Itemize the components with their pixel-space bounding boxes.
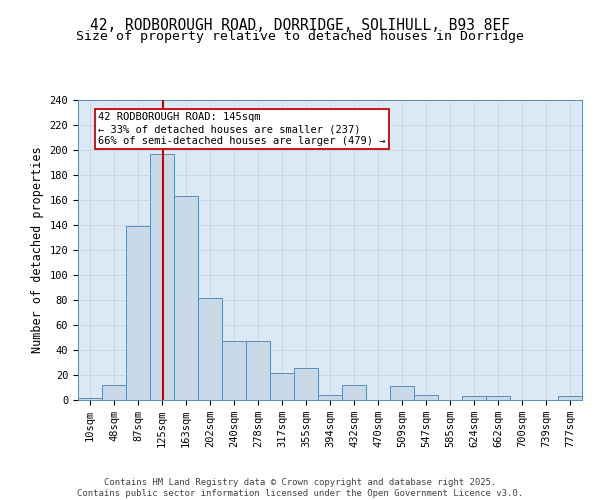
- Bar: [198, 298, 222, 400]
- Bar: [390, 386, 414, 400]
- Bar: [318, 395, 342, 400]
- Bar: [102, 385, 126, 400]
- Bar: [294, 368, 318, 400]
- Bar: [414, 395, 438, 400]
- Bar: [150, 154, 174, 400]
- Bar: [486, 396, 510, 400]
- Bar: [246, 341, 270, 400]
- Bar: [462, 396, 486, 400]
- Bar: [270, 372, 294, 400]
- Text: 42 RODBOROUGH ROAD: 145sqm
← 33% of detached houses are smaller (237)
66% of sem: 42 RODBOROUGH ROAD: 145sqm ← 33% of deta…: [98, 112, 386, 146]
- Bar: [174, 196, 198, 400]
- Text: 42, RODBOROUGH ROAD, DORRIDGE, SOLIHULL, B93 8EF: 42, RODBOROUGH ROAD, DORRIDGE, SOLIHULL,…: [90, 18, 510, 32]
- Text: Size of property relative to detached houses in Dorridge: Size of property relative to detached ho…: [76, 30, 524, 43]
- Y-axis label: Number of detached properties: Number of detached properties: [31, 146, 44, 354]
- Text: Contains HM Land Registry data © Crown copyright and database right 2025.
Contai: Contains HM Land Registry data © Crown c…: [77, 478, 523, 498]
- Bar: [126, 226, 150, 400]
- Bar: [558, 396, 582, 400]
- Bar: [342, 385, 366, 400]
- Bar: [78, 398, 102, 400]
- Bar: [222, 341, 246, 400]
